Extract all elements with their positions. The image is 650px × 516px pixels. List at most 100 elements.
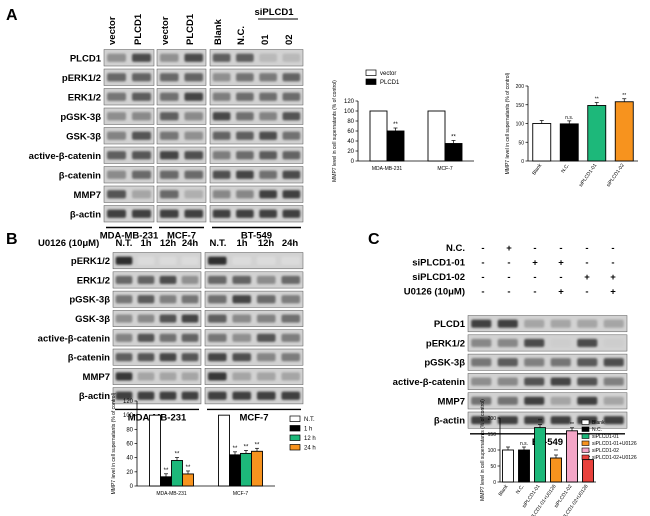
blot-strip — [209, 88, 304, 106]
y-tick-label: 0 — [130, 484, 134, 490]
blot-strip — [209, 127, 304, 145]
blot-band — [603, 338, 624, 348]
blot-strip — [204, 271, 304, 289]
blot-band — [137, 353, 155, 362]
category-label-n-c: N.C. — [515, 484, 526, 496]
blot-band — [184, 112, 204, 121]
blot-band — [550, 358, 571, 367]
blot-band — [282, 190, 301, 199]
blot-band — [212, 53, 231, 62]
blot-band — [181, 353, 199, 362]
blot-band — [282, 112, 301, 121]
chart-a-plcd1-knockdown: 0 50 100 150 200 MMP7 level in cell supernata… — [505, 72, 638, 188]
condition-sign: + — [558, 287, 564, 298]
blot-strip — [112, 348, 202, 366]
y-axis-label: MMP7 level in cell supernatants (% of co… — [332, 80, 338, 182]
column-label-12h: 12h — [160, 238, 177, 249]
blot-band — [159, 131, 179, 140]
blot-band — [577, 377, 598, 386]
blot-band — [471, 319, 492, 328]
blot-band — [232, 391, 252, 400]
blot-band — [159, 92, 179, 101]
condition-sign: + — [532, 258, 538, 269]
blot-band — [497, 377, 518, 386]
blot-band — [281, 314, 301, 323]
column-label-n-c: N.C. — [236, 26, 247, 45]
blot-band — [212, 92, 231, 101]
significance-label: ** — [586, 451, 590, 457]
blot-band — [115, 333, 133, 342]
blot-band — [256, 353, 276, 362]
bar-n-c — [518, 449, 530, 483]
row-label-active-catenin: active-β-catenin — [38, 333, 111, 344]
blot-strip — [112, 290, 202, 308]
blot-band — [181, 372, 199, 381]
blot-band — [212, 190, 231, 199]
row-label-active-catenin: active-β-catenin — [393, 377, 466, 388]
blot-band — [184, 73, 204, 82]
blot-band — [184, 92, 204, 101]
blot-band — [137, 314, 155, 323]
blot-band — [207, 372, 227, 381]
condition-sign: - — [481, 258, 484, 269]
column-label-n-t: N.T. — [210, 238, 227, 249]
blot-strip — [467, 353, 628, 371]
blot-band — [107, 92, 126, 101]
category-label-blank: Blank — [498, 483, 510, 497]
blot-band — [115, 353, 133, 362]
blot-band — [137, 256, 155, 265]
legend-label-siplcd1-02-u0126: siPLCD1-02+U0126 — [592, 455, 637, 461]
condition-sign: - — [559, 272, 562, 283]
legend-label-n-t: N.T. — [304, 417, 315, 423]
y-tick-label: 0 — [493, 480, 496, 486]
condition-sign: - — [559, 243, 562, 254]
bar-24-h-mda-mb-231 — [182, 473, 194, 487]
blot-band — [107, 170, 126, 179]
condition-sign: + — [584, 272, 590, 283]
panel-c-label: C — [368, 231, 380, 248]
row-label-erk1-2: ERK1/2 — [77, 275, 110, 286]
blot-band — [497, 319, 518, 328]
blot-strip — [204, 368, 304, 385]
blot-band — [181, 295, 199, 304]
condition-sign: - — [507, 258, 510, 269]
blot-band — [259, 112, 277, 121]
blot-band — [207, 314, 227, 323]
blot-band — [497, 396, 518, 405]
column-label-1h: 1h — [140, 238, 151, 249]
row-label-perk1-2: pERK1/2 — [62, 73, 101, 84]
significance-label: ** — [595, 97, 599, 103]
blot-band — [132, 92, 151, 101]
condition-sign: + — [506, 243, 512, 254]
blot-band — [159, 353, 177, 362]
y-tick-label: 50 — [518, 140, 524, 146]
blot-band — [181, 333, 199, 342]
blot-a: PLCD1 pERK1/2 ERK1/2 pGSK-3β GSK-3β active-β-… — [29, 7, 304, 242]
y-tick-label: 20 — [347, 149, 354, 155]
blot-band — [497, 416, 518, 425]
significance-label: ** — [164, 468, 169, 474]
legend-swatch-n-t — [289, 415, 301, 422]
blot-band — [181, 275, 199, 285]
legend-swatch-vector — [365, 69, 377, 76]
blot-strip — [204, 252, 304, 270]
blot-band — [236, 112, 254, 121]
condition-sign: - — [611, 243, 614, 254]
blot-strip — [112, 310, 202, 327]
condition-sign: - — [481, 243, 484, 254]
row-label-actin: β-actin — [434, 416, 465, 427]
y-axis-label: MMP7 level in cell supernatants (% of co… — [480, 399, 486, 501]
legend-label-blank: Blank — [592, 420, 605, 426]
row-label-mmp7: MMP7 — [74, 190, 101, 201]
condition-sign: + — [610, 287, 616, 298]
blot-strip — [467, 373, 628, 390]
blot-band — [282, 92, 301, 101]
row-label-mmp7: MMP7 — [83, 372, 110, 383]
blot-band — [256, 256, 276, 265]
blot-band — [184, 53, 204, 62]
blot-strip — [209, 107, 304, 125]
bar-n-t-mcf-7 — [218, 414, 230, 487]
blot-band — [137, 295, 155, 304]
condition-label-siplcd1-01: siPLCD1-01 — [412, 258, 466, 269]
